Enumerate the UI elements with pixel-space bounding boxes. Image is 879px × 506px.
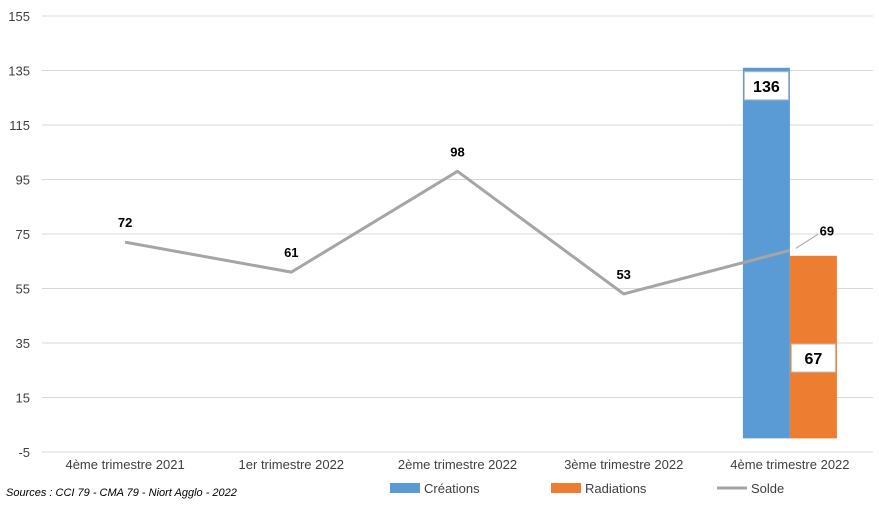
x-tick-label: 3ème trimestre 2022 <box>564 457 683 472</box>
x-axis: 4ème trimestre 2021 1er trimestre 2022 2èm… <box>65 457 849 472</box>
legend-swatch <box>390 483 420 493</box>
y-tick-label: 95 <box>16 173 30 188</box>
x-tick-label: 4ème trimestre 2022 <box>730 457 849 472</box>
line-solde <box>124 169 791 296</box>
legend-swatch <box>551 483 581 493</box>
data-label-box <box>743 71 789 101</box>
line-data-label: 72 <box>118 215 132 230</box>
line-data-label: 61 <box>284 245 298 260</box>
legend-label: Radiations <box>585 481 647 496</box>
y-tick-label: 75 <box>16 227 30 242</box>
y-tick-label: 35 <box>16 336 30 351</box>
leader-line <box>795 233 819 249</box>
y-tick-label: 135 <box>8 64 30 79</box>
source-note: Sources : CCI 79 - CMA 79 - Niort Agglo … <box>6 487 237 499</box>
x-tick-label: 4ème trimestre 2021 <box>65 457 184 472</box>
solde-line: 72 61 98 53 69 <box>118 144 834 296</box>
line-data-label: 53 <box>616 267 630 282</box>
line-data-label: 69 <box>820 223 834 238</box>
data-label: 67 <box>805 351 823 368</box>
legend-label: Solde <box>751 481 784 496</box>
y-tick-label: 55 <box>16 282 30 297</box>
legend: Créations Radiations Solde <box>390 481 784 496</box>
bars: 136 67 <box>742 67 837 439</box>
y-axis: -5 15 35 55 75 95 115 135 155 <box>8 9 30 460</box>
data-label: 136 <box>753 79 780 96</box>
legend-label: Créations <box>424 481 480 496</box>
y-tick-label: -5 <box>18 445 30 460</box>
gridlines <box>42 15 873 453</box>
line-data-label: 98 <box>450 144 464 159</box>
y-tick-label: 15 <box>16 391 30 406</box>
y-tick-label: 155 <box>8 9 30 24</box>
data-label-box <box>790 343 836 373</box>
x-tick-label: 1er trimestre 2022 <box>239 457 345 472</box>
y-tick-label: 115 <box>9 118 30 133</box>
x-tick-label: 2ème trimestre 2022 <box>398 457 517 472</box>
